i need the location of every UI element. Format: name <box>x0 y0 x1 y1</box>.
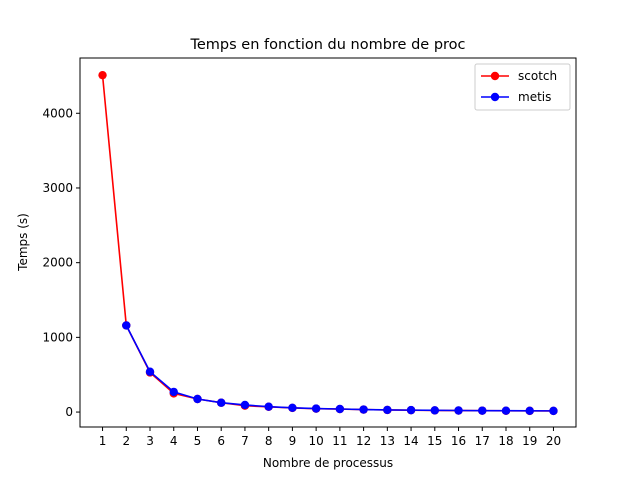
data-point-metis <box>145 367 155 376</box>
legend-marker-metis <box>490 92 500 102</box>
x-tick-label: 9 <box>289 434 297 448</box>
plot-area <box>98 70 558 416</box>
x-tick-label: 18 <box>498 434 513 448</box>
data-point-metis <box>359 405 368 414</box>
y-tick-label: 1000 <box>42 330 73 344</box>
x-tick-label: 19 <box>522 434 537 448</box>
series-metis <box>122 321 558 416</box>
x-tick-label: 8 <box>265 434 273 448</box>
data-point-metis <box>288 403 297 413</box>
x-tick-label: 7 <box>241 434 249 448</box>
data-point-metis <box>454 406 463 415</box>
data-point-metis <box>193 394 202 404</box>
data-point-metis <box>169 387 178 397</box>
plot-frame <box>79 57 577 428</box>
data-point-metis <box>525 406 534 415</box>
y-tick-label: 3000 <box>42 181 73 195</box>
x-tick-label: 2 <box>122 434 130 448</box>
data-point-metis <box>217 398 226 407</box>
y-tick-label: 0 <box>65 405 73 419</box>
x-tick-label: 15 <box>427 434 442 448</box>
x-tick-label: 3 <box>146 434 154 448</box>
x-tick-label: 16 <box>451 434 466 448</box>
x-tick-label: 10 <box>308 434 323 448</box>
x-tick-label: 13 <box>380 434 395 448</box>
data-point-metis <box>549 406 558 416</box>
y-axis-label: Temps (s) <box>16 213 30 272</box>
data-point-metis <box>311 404 321 413</box>
x-tick-label: 14 <box>403 434 418 448</box>
data-point-metis <box>240 400 250 410</box>
legend-marker-scotch <box>490 71 500 81</box>
y-tick-label: 2000 <box>42 256 73 270</box>
x-tick-label: 12 <box>356 434 371 448</box>
x-tick-label: 11 <box>332 434 347 448</box>
x-tick-label: 1 <box>99 434 107 448</box>
data-point-metis <box>383 405 392 415</box>
x-tick-label: 17 <box>475 434 490 448</box>
chart-title: Temps en fonction du nombre de proc <box>189 37 465 53</box>
y-tick-label: 4000 <box>42 106 73 120</box>
data-point-metis <box>406 405 416 415</box>
legend: scotch metis <box>474 63 571 111</box>
x-axis-label: Nombre de processus <box>263 456 393 470</box>
legend-label-metis: metis <box>518 90 551 104</box>
x-tick-label: 20 <box>546 434 561 448</box>
data-point-scotch <box>98 70 107 80</box>
data-point-metis <box>264 402 273 411</box>
x-tick-label: 4 <box>170 434 178 448</box>
data-point-metis <box>122 321 131 330</box>
data-point-metis <box>335 404 345 414</box>
x-tick-label: 5 <box>194 434 202 448</box>
legend-label-scotch: scotch <box>518 69 557 83</box>
data-point-metis <box>501 406 511 415</box>
x-tick-label: 6 <box>217 434 225 448</box>
data-point-metis <box>430 406 439 415</box>
data-point-metis <box>478 406 487 415</box>
axis-ticks: 1 2 3 4 5 6 7 8 9 10 11 12 13 14 15 16 17 18 19 20010002000… <box>42 106 561 448</box>
